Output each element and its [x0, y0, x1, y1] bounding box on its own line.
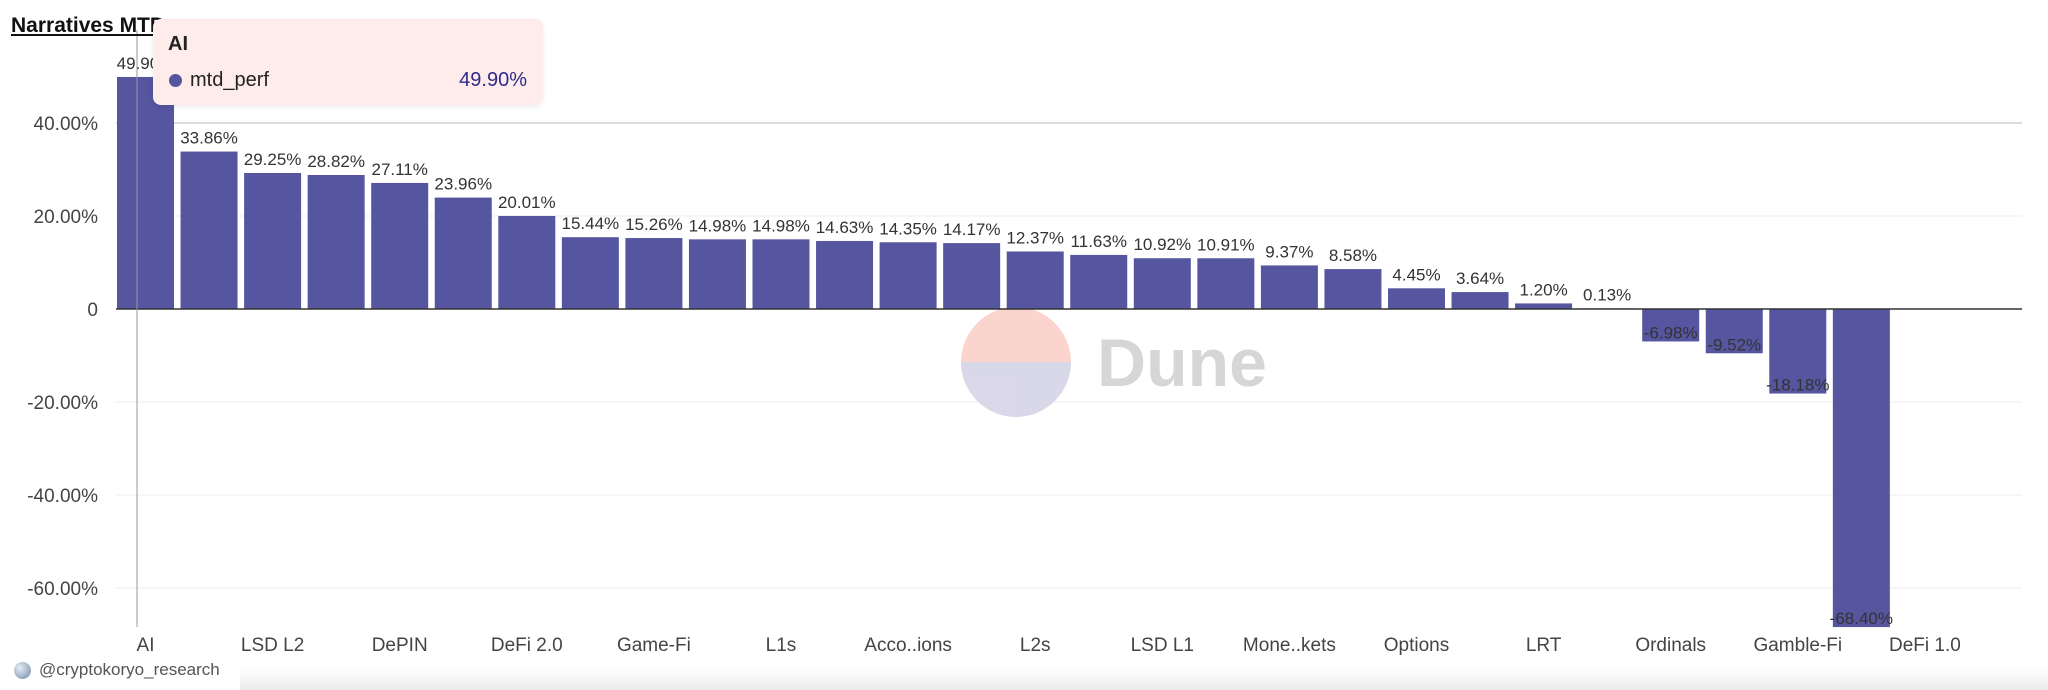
- bar-value-label: 23.96%: [434, 175, 492, 194]
- bar[interactable]: [1642, 309, 1700, 342]
- x-category-label: Game-Fi: [617, 635, 691, 656]
- x-category-label: Ordinals: [1635, 635, 1706, 656]
- bar-value-label: 28.82%: [307, 152, 365, 171]
- y-tick-label: -60.00%: [27, 579, 98, 600]
- bar-value-label: 14.98%: [752, 216, 810, 235]
- x-category-label: DeFi 1.0: [1889, 635, 1961, 656]
- y-tick-label: 0: [87, 300, 98, 321]
- bar[interactable]: [1451, 292, 1509, 309]
- bar-value-label: 14.35%: [879, 219, 937, 238]
- bar-value-label: 8.58%: [1329, 246, 1377, 265]
- bar[interactable]: [943, 243, 1001, 309]
- bar-value-label: -18.18%: [1766, 376, 1829, 395]
- bar[interactable]: [1197, 258, 1255, 309]
- x-category-label: Gamble-Fi: [1753, 635, 1842, 656]
- dune-watermark: Dune: [961, 307, 1267, 417]
- bar-value-label: 14.98%: [689, 216, 747, 235]
- bar-value-label: 4.45%: [1392, 265, 1440, 284]
- bar[interactable]: [434, 197, 492, 309]
- y-tick-label: 20.00%: [34, 207, 99, 228]
- footer-credit[interactable]: @cryptokoryo_research: [14, 658, 220, 682]
- watermark-logo-bottom: [961, 362, 1071, 417]
- bar[interactable]: [561, 237, 619, 309]
- x-category-label: Acco..ions: [864, 635, 952, 656]
- bar[interactable]: [1769, 309, 1827, 394]
- bar[interactable]: [244, 172, 302, 309]
- x-category-label: DePIN: [372, 635, 428, 656]
- x-category-label: LRT: [1526, 635, 1562, 656]
- bar-value-label: 12.37%: [1006, 228, 1064, 247]
- bar-value-label: -6.98%: [1644, 323, 1698, 342]
- gridlines: [116, 122, 2022, 589]
- bar[interactable]: [180, 151, 238, 309]
- x-category-label: LSD L2: [241, 635, 304, 656]
- bar-value-label: -9.52%: [1707, 335, 1761, 354]
- bar-value-label: 3.64%: [1456, 269, 1504, 288]
- tooltip: AI mtd_perf 49.90%: [153, 19, 543, 105]
- bar-value-label: -68.40%: [1830, 609, 1893, 628]
- bar-value-label: 11.63%: [1071, 232, 1127, 251]
- bar-value-label: 33.86%: [180, 129, 238, 148]
- bar[interactable]: [307, 174, 365, 309]
- bar[interactable]: [752, 239, 810, 309]
- credit-text: @cryptokoryo_research: [39, 660, 220, 679]
- bar-value-label: 10.92%: [1133, 235, 1191, 254]
- data-labels: 49.90% 33.86% 29.25% 28.82% 27.11% 23.96% 20.0…: [117, 54, 1893, 628]
- bar[interactable]: [625, 238, 683, 309]
- bar-value-label: 29.25%: [244, 150, 302, 169]
- bar-value-label: 14.17%: [943, 220, 1001, 239]
- bar[interactable]: [371, 182, 429, 309]
- avatar-icon: [14, 661, 31, 679]
- watermark-text: Dune: [1097, 325, 1267, 401]
- x-category-label: AI: [137, 635, 155, 656]
- bar[interactable]: [1133, 258, 1191, 309]
- bar-value-label: 14.63%: [816, 218, 874, 237]
- bar[interactable]: [1324, 269, 1382, 309]
- tooltip-value: 49.90%: [459, 69, 527, 91]
- bar-value-label: 27.11%: [371, 160, 427, 179]
- bar[interactable]: [1006, 251, 1064, 309]
- x-category-label: L2s: [1020, 635, 1051, 656]
- x-category-label: DeFi 2.0: [491, 635, 563, 656]
- bar[interactable]: [1070, 254, 1128, 309]
- chart-title[interactable]: Narratives MTD: [11, 14, 166, 37]
- bar-value-label: 10.91%: [1197, 235, 1255, 254]
- x-axis-labels: AI LSD L2 DePIN DeFi 2.0 Game-Fi L1s Acco..ion…: [137, 635, 1961, 656]
- x-category-label: L1s: [766, 635, 797, 656]
- bar-value-label: 15.26%: [625, 215, 683, 234]
- bar-value-label: 15.44%: [562, 214, 620, 233]
- watermark-logo-top: [961, 307, 1071, 362]
- bar[interactable]: [1388, 288, 1445, 309]
- x-category-label: Mone..kets: [1243, 635, 1336, 656]
- y-tick-label: -40.00%: [27, 486, 98, 507]
- y-axis-ticks: 40.00% 20.00% 0 -20.00% -40.00% -60.00%: [27, 114, 98, 600]
- y-tick-label: -20.00%: [27, 393, 98, 414]
- bar[interactable]: [1515, 303, 1573, 309]
- tooltip-series-dot-icon: [169, 74, 182, 87]
- bar-value-label: 9.37%: [1265, 242, 1313, 261]
- bar[interactable]: [879, 242, 937, 309]
- bar-value-label: 20.01%: [498, 193, 556, 212]
- bar[interactable]: [1260, 265, 1318, 309]
- bar[interactable]: [688, 239, 746, 309]
- bar[interactable]: [816, 240, 874, 309]
- bar[interactable]: [498, 215, 556, 309]
- x-category-label: Options: [1384, 635, 1449, 656]
- x-category-label: LSD L1: [1131, 635, 1194, 656]
- bar[interactable]: [1832, 309, 1890, 628]
- bar-value-label: 1.20%: [1519, 280, 1567, 299]
- bar-value-label: 0.13%: [1583, 285, 1631, 304]
- bars: [117, 76, 1890, 628]
- tooltip-series-name: mtd_perf: [190, 69, 269, 91]
- bar[interactable]: [1705, 309, 1763, 354]
- bottom-fade: [240, 668, 2048, 690]
- tooltip-category: AI: [168, 33, 188, 55]
- bar[interactable]: [117, 76, 174, 309]
- y-tick-label: 40.00%: [34, 114, 99, 135]
